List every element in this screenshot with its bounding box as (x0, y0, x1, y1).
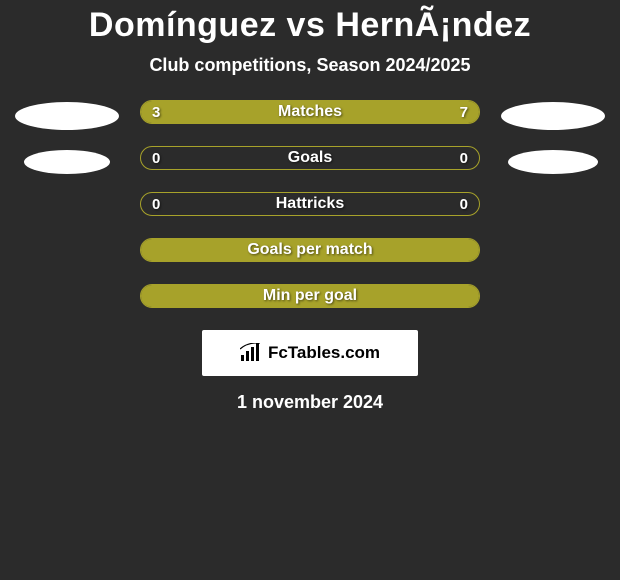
stat-bar-fill-left (141, 285, 479, 307)
stat-bar-fill-left (141, 101, 242, 123)
stat-bar-fill-right (242, 101, 479, 123)
player-2-logo-placeholder (508, 150, 598, 174)
stat-bar: Min per goal (140, 284, 480, 308)
source-badge[interactable]: FcTables.com (202, 330, 418, 376)
chart-bars-icon (240, 343, 262, 363)
stat-bar: Hattricks00 (140, 192, 480, 216)
player-1-photo-placeholder (15, 102, 119, 130)
subtitle: Club competitions, Season 2024/2025 (0, 55, 620, 76)
source-badge-text: FcTables.com (268, 343, 380, 363)
avatar-column-right (498, 100, 608, 174)
player-2-photo-placeholder (501, 102, 605, 130)
player-1-logo-placeholder (24, 150, 110, 174)
stat-bar: Goals00 (140, 146, 480, 170)
avatar-column-left (12, 100, 122, 174)
page-title: Domínguez vs HernÃ¡ndez (0, 6, 620, 45)
stat-bar: Matches37 (140, 100, 480, 124)
date-text: 1 november 2024 (0, 392, 620, 413)
stat-bar-fill-left (141, 239, 479, 261)
stats-area: Matches37 Goals00 Hattricks00 Goals per mat… (0, 100, 620, 308)
stat-bars: Matches37 Goals00 Hattricks00 Goals per mat… (140, 100, 480, 308)
stat-bar: Goals per match (140, 238, 480, 262)
